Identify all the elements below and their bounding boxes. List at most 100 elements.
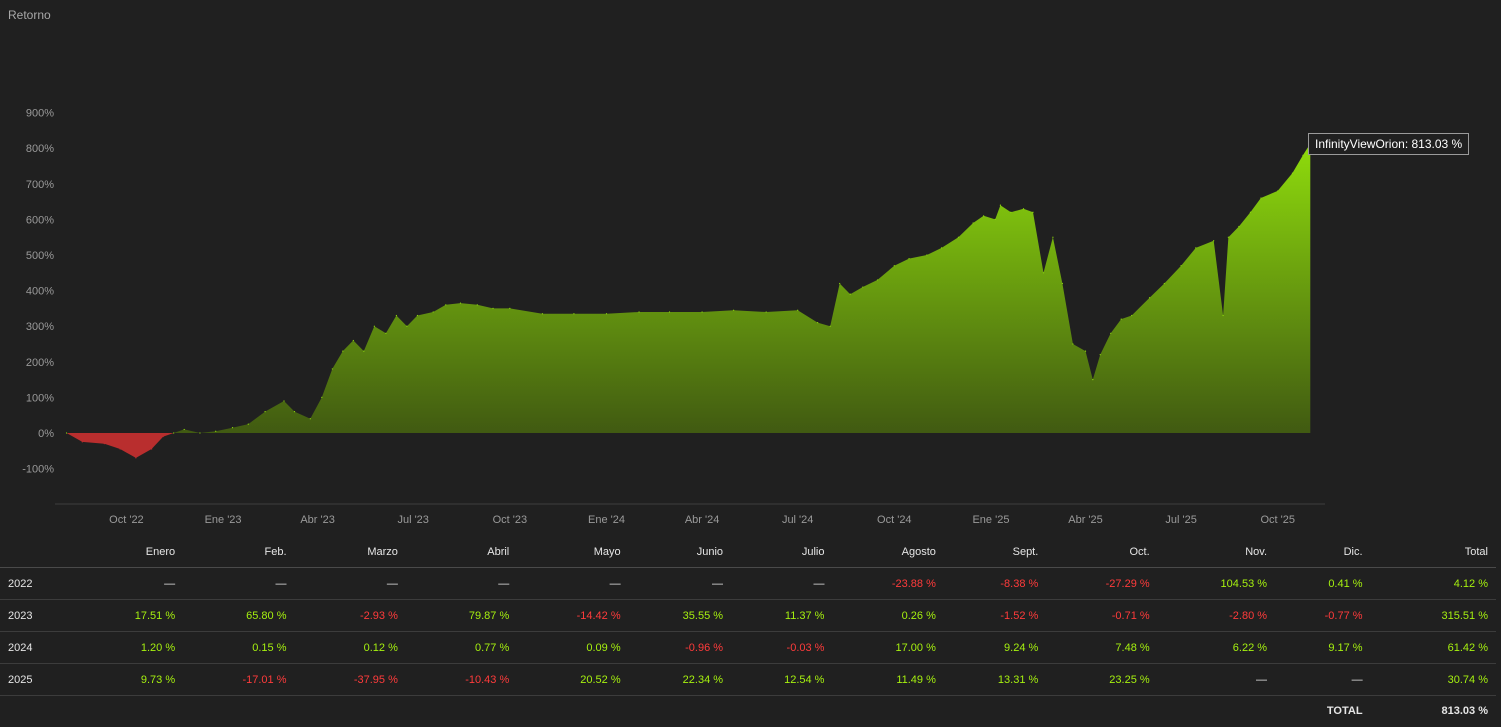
series-point (817, 322, 819, 324)
month-return-cell: — (509, 567, 621, 600)
series-point (1072, 343, 1074, 345)
month-return-cell: -0.03 % (723, 631, 825, 664)
series-point (432, 311, 434, 313)
header-month: Abril (397, 537, 510, 568)
row-total-cell: 61.42 % (1362, 631, 1496, 664)
y-tick-label: 300% (26, 321, 54, 333)
grand-total-label: TOTAL (1326, 705, 1363, 717)
y-tick-label: 400% (26, 286, 54, 298)
series-point (1148, 297, 1151, 299)
series-point (264, 411, 266, 413)
series-point (283, 400, 285, 402)
month-return-cell: — (397, 567, 510, 600)
series-point (293, 411, 296, 413)
series-point (1084, 350, 1087, 352)
series-point (406, 325, 408, 327)
series-point (247, 423, 249, 425)
series-point (1010, 211, 1012, 213)
month-return-cell: 0.77 % (397, 631, 510, 664)
month-return-cell: -2.93 % (286, 599, 398, 632)
grand-total-value: 813.03 % (1441, 705, 1488, 717)
panel-title: Retorno (8, 8, 51, 22)
month-return-cell: -0.77 % (1267, 599, 1363, 632)
series-point (65, 432, 68, 434)
row-year: 2024 (0, 631, 80, 664)
month-return-cell: — (79, 567, 176, 600)
chart-tooltip: InfinityViewOrion: 813.03 % (1308, 133, 1470, 155)
series-point (876, 279, 879, 281)
month-return-cell: 9.17 % (1267, 631, 1363, 664)
row-year: 2023 (0, 599, 80, 632)
header-month: Feb. (175, 537, 287, 568)
series-point (352, 339, 354, 342)
row-total-cell: 4.12 % (1362, 567, 1496, 600)
x-tick-label: Ene '23 (205, 514, 242, 526)
x-tick-label: Jul '23 (397, 514, 428, 526)
series-point (1249, 211, 1252, 213)
series-point (1277, 190, 1279, 192)
series-point (908, 257, 910, 260)
series-point (972, 222, 974, 224)
x-tick-label: Abr '23 (300, 514, 335, 526)
x-tick-label: Abr '25 (1068, 514, 1103, 526)
series-point (1260, 197, 1262, 199)
series-area-positive (66, 143, 1311, 433)
y-tick-label: 800% (26, 143, 54, 155)
header-month: Marzo (286, 537, 398, 568)
header-month: Oct. (1038, 537, 1150, 568)
month-return-cell: 35.55 % (620, 599, 724, 632)
month-return-cell: 0.12 % (286, 631, 398, 664)
series-point (151, 448, 153, 450)
x-tick-label: Ene '25 (972, 514, 1009, 526)
series-point (983, 215, 985, 217)
month-return-cell: 1.20 % (79, 631, 176, 664)
series-point (1238, 225, 1240, 228)
series-point (926, 254, 928, 256)
series-point (1022, 208, 1025, 210)
x-tick-label: Ene '24 (588, 514, 625, 526)
series-point (1222, 314, 1224, 317)
series-point (1042, 272, 1045, 274)
month-return-cell: 20.52 % (509, 663, 621, 696)
series-point (395, 314, 397, 317)
series-point (81, 441, 83, 443)
series-point (839, 282, 841, 285)
table-header-row: Enero Feb. Marzo Abril Mayo Junio Julio Agosto S… (0, 537, 1496, 568)
series-point (957, 236, 959, 238)
series-point (605, 313, 608, 315)
month-return-cell: 12.54 % (723, 663, 825, 696)
series-point (862, 286, 864, 288)
month-return-cell: -8.38 % (935, 567, 1039, 600)
table-row: 2023 17.51 % 65.80 % -2.93 % 79.87 % -14.42 %… (0, 599, 1496, 632)
series-point (829, 325, 831, 327)
grand-total-row: TOTAL 813.03 % (0, 696, 1496, 727)
y-tick-label: 0% (38, 428, 54, 440)
series-point (1302, 154, 1304, 156)
series-point (1092, 379, 1094, 381)
month-return-cell: 17.00 % (824, 631, 936, 664)
month-return-cell: 79.87 % (397, 599, 510, 632)
month-return-cell: 65.80 % (175, 599, 287, 632)
x-tick-label: Oct '25 (1260, 514, 1295, 526)
month-return-cell: -14.42 % (509, 599, 621, 632)
x-tick-label: Jul '25 (1165, 514, 1196, 526)
x-tick-label: Oct '23 (493, 514, 528, 526)
month-return-cell: 9.73 % (79, 663, 176, 696)
month-return-cell: -23.88 % (824, 567, 936, 600)
series-point (231, 427, 234, 429)
x-tick-label: Abr '24 (685, 514, 720, 526)
series-point (416, 314, 419, 317)
month-return-cell: — (1267, 663, 1363, 696)
series-point (1180, 265, 1182, 267)
month-return-cell: 104.53 % (1149, 567, 1268, 600)
month-return-cell: -1.52 % (935, 599, 1039, 632)
series-point (573, 313, 575, 315)
x-tick-label: Oct '24 (877, 514, 912, 526)
series-point (1213, 240, 1215, 242)
series-point (385, 332, 387, 334)
series-point (994, 218, 996, 220)
y-tick-label: 500% (26, 250, 54, 262)
x-tick-label: Jul '24 (782, 514, 813, 526)
series-point (1061, 282, 1063, 285)
series-point (1131, 314, 1133, 317)
